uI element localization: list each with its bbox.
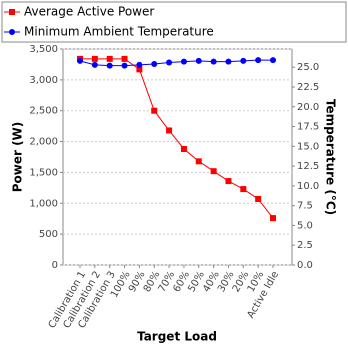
- legend-label: Average Active Power: [24, 5, 154, 19]
- y2-tick-label: 7.5: [297, 201, 313, 212]
- data-point: [106, 62, 113, 69]
- y-tick-label: 1,500: [29, 167, 58, 178]
- data-point: [210, 58, 217, 65]
- data-point: [91, 55, 98, 62]
- data-point: [195, 158, 202, 165]
- y-tick-label: 3,000: [29, 75, 58, 86]
- y-tick-label: 0: [52, 260, 58, 271]
- y2-tick-label: 22.5: [297, 82, 319, 93]
- y-tick-label: 3,500: [29, 44, 58, 55]
- data-point: [121, 55, 128, 62]
- y2-tick-label: 12.5: [297, 161, 319, 172]
- data-point: [166, 127, 173, 134]
- data-point: [91, 61, 98, 68]
- data-point: [225, 178, 232, 185]
- y2-tick-label: 17.5: [297, 122, 319, 133]
- data-point: [270, 215, 276, 222]
- y2-tick-label: 10.0: [297, 181, 319, 192]
- y-tick-label: 2,500: [29, 106, 58, 117]
- legend-label: Minimum Ambient Temperature: [24, 25, 214, 39]
- data-point: [77, 57, 83, 64]
- data-point: [255, 57, 262, 64]
- y2-tick-label: 2.5: [297, 240, 313, 251]
- plot-area: [62, 48, 293, 266]
- y2-tick-label: 0.0: [297, 260, 313, 271]
- data-point: [195, 57, 202, 64]
- x-axis-title: Target Load: [137, 330, 217, 344]
- data-point: [136, 66, 143, 73]
- data-point: [106, 55, 113, 62]
- data-point: [255, 195, 262, 202]
- data-point: [151, 61, 158, 68]
- y-axis-title: Power (W): [11, 122, 25, 193]
- data-point: [180, 145, 187, 152]
- legend-marker: [9, 9, 15, 15]
- data-point: [270, 57, 276, 64]
- legend-marker: [9, 29, 15, 35]
- data-point: [136, 61, 143, 68]
- data-point: [121, 62, 128, 69]
- data-point: [151, 107, 158, 114]
- y2-tick-label: 5.0: [297, 220, 313, 231]
- y2-tick-label: 20.0: [297, 102, 319, 113]
- data-point: [240, 57, 247, 64]
- data-point: [225, 58, 232, 65]
- y-tick-label: 1,000: [29, 198, 58, 209]
- y2-axis-title: Temperature (°C): [324, 99, 338, 215]
- y2-tick-label: 25.0: [297, 62, 319, 73]
- data-point: [210, 168, 217, 175]
- y-tick-label: 500: [39, 229, 58, 240]
- y-tick-label: 2,000: [29, 137, 58, 148]
- legend-box: [1, 1, 347, 43]
- data-point: [240, 186, 247, 193]
- data-point: [166, 59, 173, 66]
- data-point: [180, 58, 187, 65]
- y2-tick-label: 15.0: [297, 141, 319, 152]
